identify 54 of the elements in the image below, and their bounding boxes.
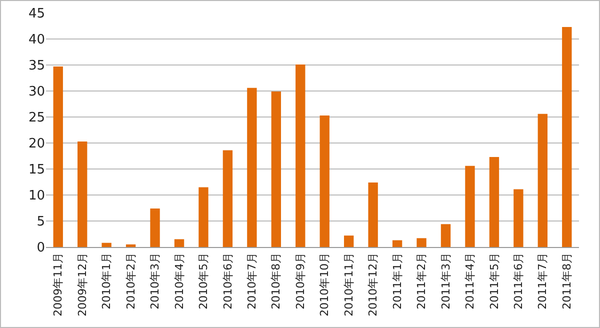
- bar: [344, 236, 354, 247]
- x-tick-label: 2010年7月: [246, 252, 259, 310]
- x-tick-label: 2011年1月: [390, 252, 404, 310]
- y-tick-label: 30: [28, 84, 45, 100]
- x-tick-label: 2010年6月: [221, 252, 234, 310]
- x-tick-label: 2011年7月: [536, 252, 550, 310]
- y-tick-label: 45: [28, 6, 45, 22]
- y-tick-label: 10: [28, 188, 45, 204]
- bar: [489, 157, 500, 247]
- bar: [247, 88, 257, 247]
- x-tick-label: 2011年2月: [415, 252, 428, 310]
- x-tick-label: 2010年4月: [172, 252, 186, 310]
- y-tick-label: 40: [28, 32, 45, 48]
- x-tick-label: 2009年11月: [52, 252, 65, 316]
- bar: [53, 66, 63, 247]
- bar: [320, 115, 330, 247]
- x-tick-label: 2011年8月: [560, 252, 574, 310]
- x-tick-label: 2011年3月: [439, 252, 452, 310]
- y-tick-label: 0: [36, 240, 45, 256]
- bar: [126, 244, 136, 247]
- x-tick-label: 2010年11月: [342, 252, 356, 316]
- bar: [198, 187, 208, 247]
- bar: [538, 114, 548, 247]
- x-tick-label: 2010年2月: [124, 252, 138, 310]
- x-tick-label: 2010年8月: [270, 252, 283, 310]
- bar: [222, 150, 233, 247]
- bar: [562, 27, 572, 247]
- x-tick-label: 2010年5月: [197, 252, 210, 310]
- bar: [271, 92, 281, 247]
- x-tick-label: 2011年5月: [488, 252, 501, 310]
- bar: [368, 182, 378, 247]
- bar: [465, 166, 475, 247]
- y-tick-label: 15: [28, 162, 45, 178]
- x-tick-label: 2009年12月: [76, 252, 89, 316]
- x-tick-label: 2010年10月: [318, 252, 332, 316]
- y-tick-label: 5: [36, 214, 45, 230]
- y-tick-label: 35: [28, 58, 45, 74]
- y-tick-label: 20: [28, 136, 45, 152]
- bar: [514, 189, 524, 247]
- x-tick-label: 2010年3月: [148, 252, 162, 310]
- x-tick-label: 2010年12月: [366, 252, 380, 316]
- x-tick-label: 2010年9月: [294, 252, 307, 310]
- x-tick-label: 2011年6月: [512, 252, 526, 310]
- y-tick-label: 25: [28, 110, 45, 126]
- x-tick-label: 2010年1月: [100, 252, 114, 310]
- bar: [296, 64, 306, 247]
- bar: [102, 242, 112, 247]
- bar: [150, 208, 160, 247]
- bar: [392, 240, 402, 247]
- x-tick-label: 2011年4月: [464, 252, 477, 310]
- bar: [440, 224, 451, 247]
- bar: [416, 238, 426, 247]
- bar: [78, 141, 88, 247]
- bar: [174, 239, 184, 247]
